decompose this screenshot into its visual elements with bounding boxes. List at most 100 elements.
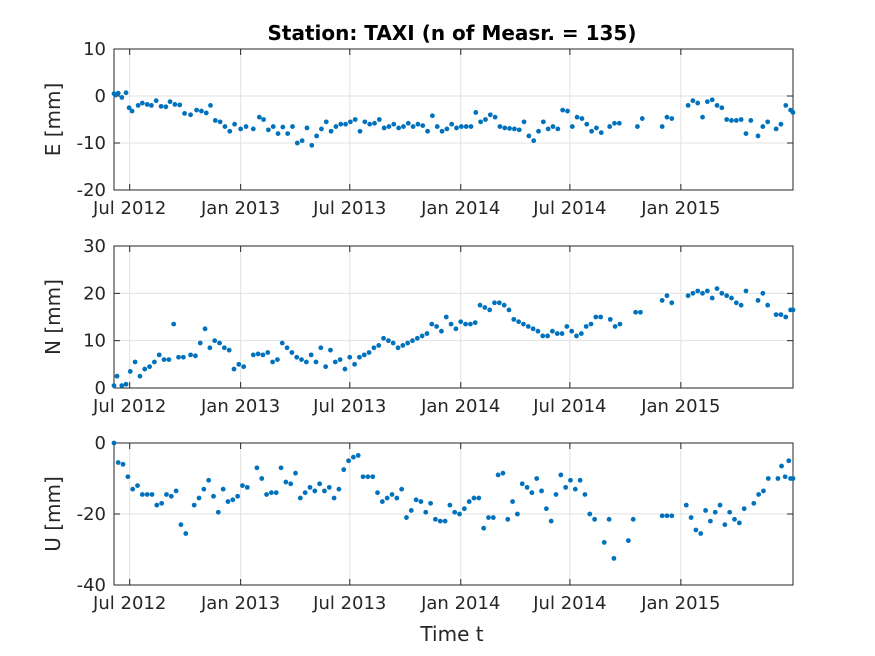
panels: Jul 2012 Jan 2013 Jul 2013 Jan 2014 Jul 2014… xyxy=(41,39,796,614)
data-point xyxy=(529,490,535,496)
data-point xyxy=(589,128,594,134)
data-point xyxy=(365,474,371,480)
data-point xyxy=(473,110,479,115)
data-point xyxy=(312,488,318,494)
data-point xyxy=(215,509,221,515)
y-tick-label: 10 xyxy=(83,39,106,60)
data-point xyxy=(540,333,546,339)
data-point xyxy=(188,112,193,118)
data-point xyxy=(308,352,314,358)
data-point xyxy=(227,128,233,134)
data-point xyxy=(525,324,531,329)
data-point xyxy=(669,116,675,121)
data-point xyxy=(765,119,771,125)
data-point xyxy=(452,509,458,515)
data-point xyxy=(236,361,242,367)
data-point xyxy=(524,484,530,490)
data-point xyxy=(240,483,245,488)
data-point xyxy=(548,518,554,524)
data-point xyxy=(540,119,546,125)
x-tick-label: Jan 2015 xyxy=(640,593,720,614)
data-point xyxy=(515,511,520,517)
data-point xyxy=(270,359,275,365)
data-point xyxy=(399,486,405,492)
data-point xyxy=(265,127,271,133)
data-point xyxy=(255,351,261,357)
data-point xyxy=(583,324,589,329)
data-point xyxy=(555,126,561,132)
data-point xyxy=(362,119,368,125)
data-point xyxy=(243,124,249,129)
data-point xyxy=(606,516,612,522)
data-point xyxy=(741,506,747,512)
data-point xyxy=(536,128,541,134)
data-point xyxy=(466,499,472,504)
data-point xyxy=(182,110,187,116)
data-point xyxy=(639,116,645,121)
data-point xyxy=(535,328,541,334)
data-point xyxy=(208,103,213,108)
data-point xyxy=(211,493,216,499)
data-point xyxy=(273,490,279,496)
data-point xyxy=(457,511,462,517)
data-point xyxy=(389,492,395,497)
y-tick-label: -10 xyxy=(77,133,106,154)
data-point xyxy=(328,128,334,134)
data-point xyxy=(733,118,739,123)
data-point xyxy=(361,352,367,358)
data-point xyxy=(439,128,445,134)
data-point xyxy=(132,359,138,365)
data-point xyxy=(633,309,639,315)
data-point xyxy=(285,131,291,137)
data-point xyxy=(782,474,788,480)
data-point xyxy=(560,107,566,113)
y-tick-label: 30 xyxy=(83,236,106,257)
data-point xyxy=(510,499,515,504)
data-point xyxy=(135,483,140,488)
data-point xyxy=(429,113,435,119)
data-point xyxy=(444,126,450,132)
data-point xyxy=(505,516,511,522)
y-axis-label: U [mm] xyxy=(41,476,65,552)
data-point xyxy=(790,307,796,313)
data-point xyxy=(554,331,560,336)
data-point xyxy=(497,124,503,129)
data-point xyxy=(543,506,549,512)
data-point xyxy=(563,484,569,490)
data-point xyxy=(709,97,715,103)
data-point xyxy=(463,321,468,327)
data-point xyxy=(396,125,402,131)
data-point xyxy=(395,345,401,351)
data-point xyxy=(779,463,784,469)
data-point xyxy=(366,350,372,355)
data-point xyxy=(477,302,483,308)
data-point xyxy=(773,312,779,318)
y-tick-label: -40 xyxy=(77,575,106,596)
data-point xyxy=(594,125,599,131)
data-point xyxy=(217,340,222,346)
data-point xyxy=(483,117,488,122)
data-point xyxy=(357,354,362,360)
data-point xyxy=(521,321,526,327)
data-point xyxy=(352,361,358,367)
data-point xyxy=(420,123,426,129)
data-point xyxy=(664,293,670,299)
data-point xyxy=(492,300,497,306)
data-point xyxy=(408,508,414,513)
data-point xyxy=(496,300,502,306)
data-point xyxy=(553,492,559,497)
data-point xyxy=(401,124,406,129)
data-point xyxy=(790,476,796,481)
data-point xyxy=(166,357,172,362)
data-point xyxy=(506,307,512,313)
data-point xyxy=(443,314,449,320)
data-point xyxy=(149,492,155,497)
data-point xyxy=(490,515,496,520)
data-point xyxy=(558,472,564,478)
data-point xyxy=(778,312,784,318)
data-point xyxy=(183,531,189,536)
data-point xyxy=(521,119,527,125)
data-point xyxy=(659,298,665,303)
data-point xyxy=(593,314,599,320)
data-point xyxy=(790,110,796,115)
